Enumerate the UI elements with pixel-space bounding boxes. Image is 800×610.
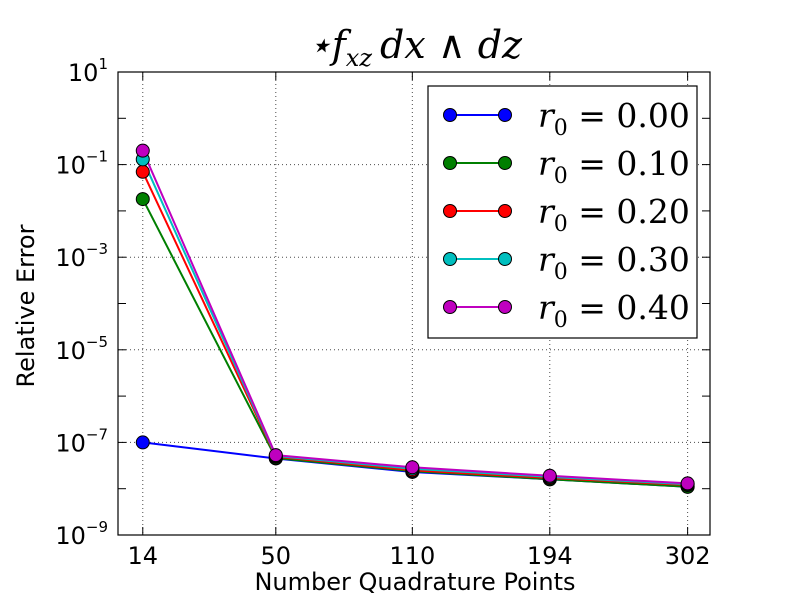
y-tick-label: 10−3: [55, 240, 108, 272]
y-tick-exponent: −9: [86, 518, 108, 536]
x-tick-label: 14: [127, 542, 158, 570]
legend-value: = 0.20: [568, 192, 690, 231]
legend-r-subscript: 0: [554, 212, 568, 237]
x-tick-label: 110: [389, 542, 435, 570]
legend-r: r: [538, 144, 556, 183]
data-point: [135, 164, 150, 179]
legend-value: = 0.40: [568, 288, 690, 327]
y-tick-base: 10: [55, 152, 86, 180]
legend-r-subscript: 0: [554, 260, 568, 285]
y-tick-exponent: −1: [86, 148, 108, 166]
legend-marker: [443, 300, 457, 314]
legend-label: r0 = 0.20: [538, 192, 690, 237]
legend-marker: [498, 108, 512, 122]
legend-marker: [498, 252, 512, 266]
title-rest: dx ∧ dz: [380, 23, 523, 67]
y-tick-label: 10−9: [55, 518, 108, 550]
legend-marker: [498, 156, 512, 170]
x-tick-label: 50: [261, 542, 292, 570]
legend-label: r0 = 0.30: [538, 240, 690, 285]
legend-r: r: [538, 240, 556, 279]
y-tick-exponent: −5: [86, 333, 108, 351]
legend-r: r: [538, 288, 556, 327]
legend-value: = 0.30: [568, 240, 690, 279]
legend-r-subscript: 0: [554, 308, 568, 333]
legend-marker: [443, 108, 457, 122]
y-tick-label: 10−5: [55, 333, 108, 365]
legend-marker: [443, 204, 457, 218]
legend-value: = 0.00: [568, 96, 690, 135]
data-point: [542, 468, 557, 483]
y-tick-base: 10: [68, 59, 99, 87]
legend-label: r0 = 0.00: [538, 96, 690, 141]
legend-r: r: [538, 96, 556, 135]
y-tick-exponent: −3: [86, 240, 108, 258]
data-point: [680, 476, 695, 491]
x-tick-label: 194: [527, 542, 573, 570]
legend-marker: [498, 204, 512, 218]
y-tick-exponent: −7: [86, 425, 108, 443]
data-point: [268, 448, 283, 463]
title-star: ⋆: [308, 23, 332, 67]
data-point: [135, 192, 150, 207]
legend-label: r0 = 0.40: [538, 288, 690, 333]
legend-marker: [498, 300, 512, 314]
legend-r-subscript: 0: [554, 164, 568, 189]
title-subscript: xz: [346, 44, 373, 72]
legend-label: r0 = 0.10: [538, 144, 690, 189]
legend-r: r: [538, 192, 556, 231]
y-tick-label: 101: [68, 55, 108, 87]
x-axis-label: Number Quadrature Points: [254, 568, 575, 596]
y-tick-label: 10−7: [55, 425, 108, 457]
legend-marker: [443, 252, 457, 266]
chart-title: ⋆fxz dx ∧ dz: [308, 23, 523, 72]
y-tick-label: 10−1: [55, 148, 108, 180]
legend-value: = 0.10: [568, 144, 690, 183]
x-tick-label: 302: [665, 542, 711, 570]
legend-r-subscript: 0: [554, 116, 568, 141]
y-axis-label: Relative Error: [12, 224, 40, 387]
y-tick-exponent: 1: [98, 55, 108, 73]
data-point: [135, 143, 150, 158]
y-tick-base: 10: [55, 429, 86, 457]
legend-marker: [443, 156, 457, 170]
data-point: [135, 435, 150, 450]
y-tick-base: 10: [55, 337, 86, 365]
y-tick-base: 10: [55, 522, 86, 550]
data-point: [405, 460, 420, 475]
y-tick-base: 10: [55, 244, 86, 272]
